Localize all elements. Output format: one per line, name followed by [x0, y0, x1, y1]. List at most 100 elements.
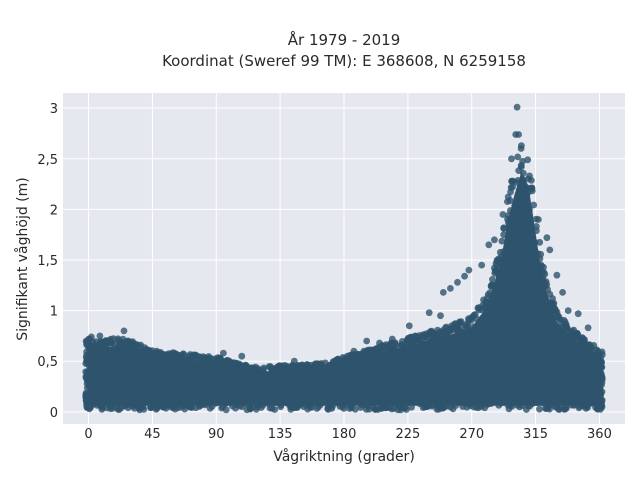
- data-point: [304, 405, 312, 413]
- data-point: [507, 188, 514, 196]
- data-point: [559, 289, 566, 296]
- data-point: [435, 361, 443, 369]
- data-point: [103, 404, 111, 412]
- data-point: [548, 326, 555, 334]
- data-point: [482, 305, 489, 312]
- data-point: [536, 405, 543, 413]
- data-point: [514, 153, 522, 161]
- data-point: [88, 333, 95, 341]
- data-point: [158, 402, 166, 410]
- data-point: [352, 358, 359, 365]
- data-point: [141, 364, 149, 372]
- data-point: [454, 278, 461, 286]
- data-point: [493, 256, 501, 264]
- data-point: [187, 360, 194, 368]
- data-point: [582, 368, 590, 376]
- data-point: [151, 359, 158, 367]
- data-point: [584, 324, 592, 332]
- data-point: [346, 405, 353, 412]
- data-point: [388, 405, 396, 413]
- data-point: [447, 285, 454, 292]
- data-point: [277, 403, 284, 411]
- data-point: [515, 206, 522, 214]
- y-tick-label: 0: [50, 406, 58, 421]
- data-point: [386, 397, 394, 405]
- data-point: [185, 400, 193, 407]
- data-point: [429, 353, 437, 360]
- data-point: [536, 291, 544, 299]
- data-point: [153, 369, 160, 376]
- data-point: [135, 356, 142, 364]
- data-point: [193, 367, 201, 375]
- data-point: [526, 263, 533, 271]
- data-point: [243, 406, 251, 414]
- data-point: [178, 403, 185, 411]
- data-point: [535, 216, 542, 223]
- data-point: [280, 368, 288, 376]
- data-point: [485, 241, 493, 249]
- data-point: [118, 340, 126, 348]
- data-point: [508, 177, 516, 185]
- data-point: [345, 368, 353, 376]
- data-point: [114, 362, 121, 370]
- data-point: [132, 394, 140, 402]
- data-point: [257, 379, 265, 387]
- data-point: [554, 396, 562, 404]
- data-point: [484, 326, 492, 333]
- data-point: [497, 295, 505, 303]
- data-point: [465, 353, 472, 361]
- y-tick-label: 1,5: [37, 254, 58, 269]
- data-point: [405, 322, 413, 330]
- data-point: [268, 404, 276, 412]
- data-point: [517, 195, 525, 203]
- data-point: [197, 356, 205, 364]
- data-point: [557, 357, 564, 365]
- data-point: [200, 400, 208, 408]
- data-point: [517, 212, 525, 220]
- data-point: [277, 396, 285, 404]
- data-point: [125, 348, 133, 355]
- data-point: [178, 351, 186, 359]
- data-point: [465, 340, 473, 348]
- data-point: [526, 213, 534, 221]
- data-point: [366, 346, 374, 354]
- data-point: [119, 363, 126, 371]
- data-point: [530, 201, 538, 209]
- data-point: [524, 234, 532, 242]
- data-point: [403, 406, 410, 413]
- data-point: [522, 395, 530, 403]
- data-point: [468, 314, 476, 322]
- data-point: [469, 331, 477, 339]
- data-point: [408, 394, 415, 402]
- data-point: [567, 336, 575, 344]
- data-point: [237, 362, 245, 369]
- data-point: [390, 345, 398, 353]
- data-point: [543, 234, 551, 242]
- data-point: [204, 356, 211, 363]
- data-point: [425, 309, 433, 317]
- data-point: [508, 250, 515, 257]
- data-point: [176, 370, 184, 378]
- data-point: [312, 370, 320, 378]
- data-point: [449, 405, 457, 413]
- data-point: [224, 359, 232, 367]
- data-point: [536, 317, 543, 325]
- data-point: [532, 279, 539, 287]
- data-point: [382, 404, 389, 412]
- data-point: [549, 396, 556, 403]
- data-point: [478, 261, 486, 269]
- data-point: [159, 352, 167, 359]
- data-point: [389, 370, 397, 377]
- data-point: [493, 287, 501, 295]
- data-point: [350, 347, 358, 355]
- data-point: [490, 282, 498, 289]
- data-point: [132, 344, 139, 352]
- data-point: [546, 246, 554, 254]
- data-point: [294, 363, 302, 371]
- data-point: [414, 346, 421, 354]
- data-point: [228, 376, 235, 384]
- data-point: [507, 272, 514, 280]
- data-point: [407, 339, 415, 346]
- data-point: [553, 271, 561, 279]
- x-tick-label: 225: [395, 427, 420, 442]
